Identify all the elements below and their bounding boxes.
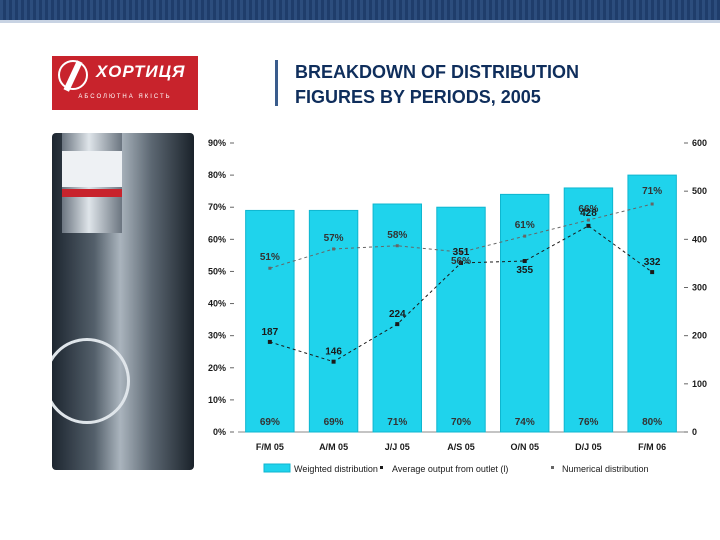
- x-tick-label: F/M 05: [256, 442, 284, 452]
- x-tick-label: D/J 05: [575, 442, 602, 452]
- weighted-distribution-label: 70%: [451, 417, 471, 428]
- y-left-tick-label: 70%: [208, 202, 226, 212]
- numerical-distribution-label: 61%: [515, 220, 535, 231]
- bar-O-N-05: [500, 193, 550, 433]
- bottle-emblem-icon: [52, 338, 130, 424]
- bar-D-J-05: [563, 187, 614, 433]
- average-output-label: 224: [389, 309, 406, 320]
- brand-logo: ХОРТИЦЯ АБСОЛЮТНА ЯКІСТЬ: [52, 56, 198, 110]
- numerical-distribution-label: 66%: [578, 204, 598, 215]
- weighted-distribution-label: 80%: [642, 417, 662, 428]
- average-output-label: 146: [325, 347, 342, 358]
- logo-brand-name: ХОРТИЦЯ: [96, 62, 186, 81]
- y-right-tick-label: 100: [692, 379, 707, 389]
- legend-marker-average-output: [380, 466, 383, 469]
- y-left-tick-label: 10%: [208, 395, 226, 405]
- y-left-tick-label: 80%: [208, 170, 226, 180]
- numerical-distribution-point: [395, 244, 399, 248]
- product-bottle-image: [52, 133, 194, 470]
- y-left-tick-label: 50%: [208, 266, 226, 276]
- bottle-label-shape: [62, 151, 122, 187]
- y-right-tick-label: 0: [692, 427, 697, 437]
- numerical-distribution-point: [268, 266, 272, 270]
- numerical-distribution-point: [650, 202, 654, 206]
- x-tick-label: A/M 05: [319, 442, 348, 452]
- y-left-tick-label: 40%: [208, 299, 226, 309]
- weighted-distribution-label: 76%: [578, 417, 598, 428]
- average-output-label: 332: [644, 257, 661, 268]
- average-output-point: [522, 259, 527, 264]
- numerical-distribution-point: [332, 247, 336, 251]
- line-series: [267, 202, 655, 364]
- y-right-tick-label: 600: [692, 138, 707, 148]
- numerical-distribution-label: 51%: [260, 252, 280, 263]
- y-right-tick-label: 500: [692, 186, 707, 196]
- bar-A-M-05: [308, 209, 359, 433]
- x-tick-label: J/J 05: [385, 442, 410, 452]
- numerical-distribution-label: 58%: [387, 230, 407, 241]
- y-left-tick-label: 0%: [213, 427, 226, 437]
- average-output-point: [267, 339, 272, 344]
- y-right-tick-label: 200: [692, 331, 707, 341]
- bar-F-M-06: [627, 174, 677, 433]
- x-tick-label: O/N 05: [510, 442, 539, 452]
- numerical-distribution-point: [523, 234, 527, 238]
- y-right-tick-label: 400: [692, 234, 707, 244]
- y-left-tick-label: 60%: [208, 234, 226, 244]
- numerical-distribution-label: 57%: [324, 233, 344, 244]
- weighted-distribution-label: 69%: [260, 417, 280, 428]
- title-divider: [275, 60, 278, 106]
- bar-F-M-05: [245, 209, 295, 433]
- logo-emblem-icon: [58, 60, 88, 90]
- weighted-distribution-label: 71%: [387, 417, 407, 428]
- legend-marker-numerical-distribution: [551, 466, 554, 469]
- y-left-tick-label: 90%: [208, 138, 226, 148]
- average-output-label: 187: [262, 327, 279, 338]
- top-banner: [0, 0, 720, 20]
- numerical-distribution-label: 71%: [642, 186, 662, 197]
- legend-swatch-weighted-distribution: [263, 463, 291, 473]
- weighted-distribution-label: 74%: [515, 417, 535, 428]
- x-tick-label: A/S 05: [447, 442, 475, 452]
- x-axis-ticks: F/M 05 A/M 05 J/J 05 A/S 05 O/N 05 D/J 05 F/M …: [256, 442, 666, 452]
- average-output-point: [650, 270, 655, 275]
- logo-tagline: АБСОЛЮТНА ЯКІСТЬ: [78, 94, 172, 100]
- numerical-distribution-point: [586, 218, 590, 222]
- slide-title: BREAKDOWN OF DISTRIBUTION FIGURES BY PER…: [295, 62, 579, 107]
- y-right-tick-label: 300: [692, 283, 707, 293]
- y-left-tick-label: 30%: [208, 331, 226, 341]
- legend-label-numerical-distribution: Numerical distribution: [562, 464, 649, 474]
- average-output-label: 428: [580, 208, 597, 219]
- y-left-tick-label: 20%: [208, 363, 226, 373]
- average-output-label: 355: [516, 265, 533, 276]
- numerical-distribution-label: 56%: [451, 256, 471, 267]
- average-output-label: 351: [453, 247, 470, 258]
- average-output-point: [395, 322, 400, 327]
- distribution-chart: 0% 10% 20% 30% 40% 50% 60% 70% 80% 90% 0 100 200 300 4…: [208, 138, 707, 474]
- average-output-point: [331, 359, 336, 364]
- data-labels: 69% 69% 71% 70% 74% 76% 80% 51% 57% 58% 56% 61% 66% 7…: [260, 186, 662, 428]
- average-output-point: [586, 223, 591, 228]
- top-banner-line: [0, 20, 720, 23]
- legend-label-average-output: Average output from outlet (l): [392, 464, 508, 474]
- bar-J-J-05: [372, 203, 422, 433]
- numerical-distribution-point: [459, 250, 463, 254]
- average-output-point: [459, 260, 463, 265]
- bar-A-S-05: [436, 206, 486, 433]
- legend-label-weighted-distribution: Weighted distribution: [294, 464, 378, 474]
- x-tick-label: F/M 06: [638, 442, 666, 452]
- bottle-band-shape: [62, 189, 122, 197]
- chart-legend: Weighted distribution Average output from…: [263, 463, 649, 474]
- bar-series-weighted-distribution: [245, 174, 677, 433]
- weighted-distribution-label: 69%: [324, 417, 344, 428]
